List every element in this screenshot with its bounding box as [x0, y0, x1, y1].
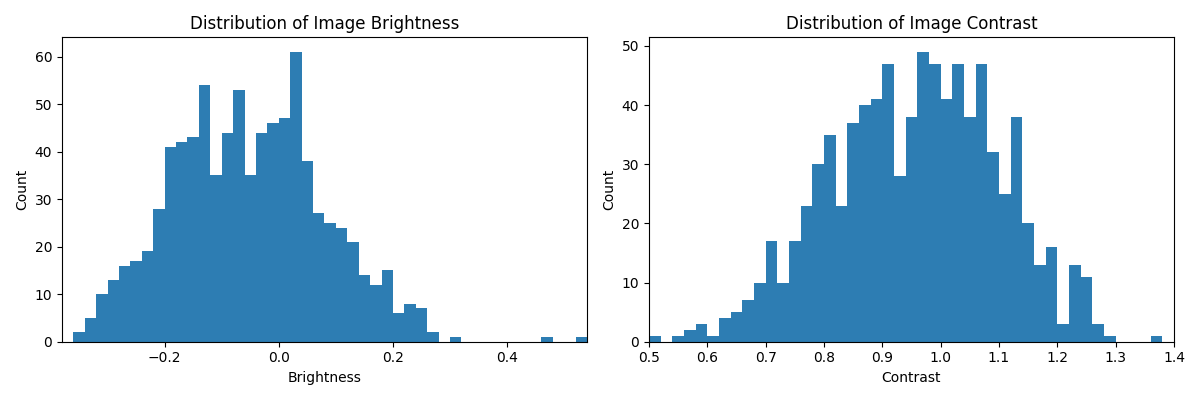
X-axis label: Brightness: Brightness: [288, 371, 361, 385]
Y-axis label: Count: Count: [602, 169, 616, 210]
Title: Distribution of Image Contrast: Distribution of Image Contrast: [786, 15, 1037, 33]
X-axis label: Contrast: Contrast: [882, 371, 941, 385]
Y-axis label: Count: Count: [14, 169, 29, 210]
Title: Distribution of Image Brightness: Distribution of Image Brightness: [190, 15, 460, 33]
